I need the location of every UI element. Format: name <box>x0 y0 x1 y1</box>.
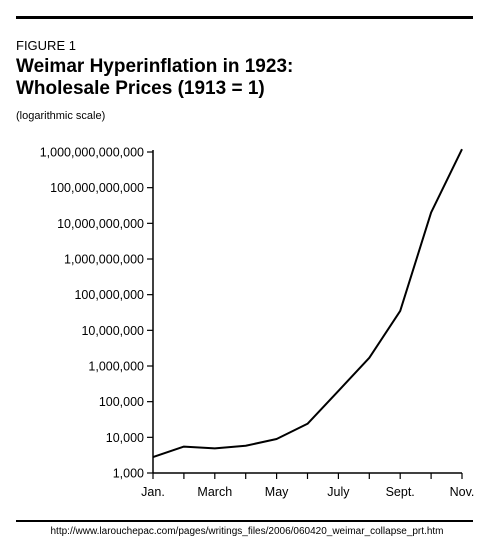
chart-title-line-2: Wholesale Prices (1913 = 1) <box>16 78 265 99</box>
x-tick-label: Jan. <box>141 485 165 499</box>
x-tick-label: March <box>197 485 232 499</box>
bottom-rule <box>16 520 473 522</box>
y-tick-label: 1,000 <box>113 467 144 481</box>
y-tick-label: 100,000,000 <box>74 288 144 302</box>
chart-title: Weimar Hyperinflation in 1923: Wholesale… <box>16 56 293 100</box>
source-url: http://www.larouchepac.com/pages/writing… <box>50 526 444 537</box>
chart-title-line-1: Weimar Hyperinflation in 1923: <box>16 56 294 77</box>
y-tick-label: 10,000,000 <box>81 324 144 338</box>
y-tick-label: 100,000,000,000 <box>50 181 144 195</box>
chart-subtitle: (logarithmic scale) <box>16 110 106 122</box>
top-rule <box>16 16 473 19</box>
y-tick-label: 1,000,000 <box>88 360 144 374</box>
x-tick-label: July <box>327 485 350 499</box>
figure-label: FIGURE 1 <box>16 38 76 53</box>
y-tick-label: 10,000,000,000 <box>57 217 144 231</box>
x-tick-label: Sept. <box>386 485 415 499</box>
x-tick-label: May <box>265 485 289 499</box>
y-tick-label: 100,000 <box>99 395 144 409</box>
y-tick-label: 10,000 <box>106 431 144 445</box>
y-tick-label: 1,000,000,000 <box>64 253 144 267</box>
x-tick-label: Nov. <box>450 485 475 499</box>
series-line <box>152 148 463 458</box>
y-tick-label: 1,000,000,000,000 <box>40 146 144 160</box>
